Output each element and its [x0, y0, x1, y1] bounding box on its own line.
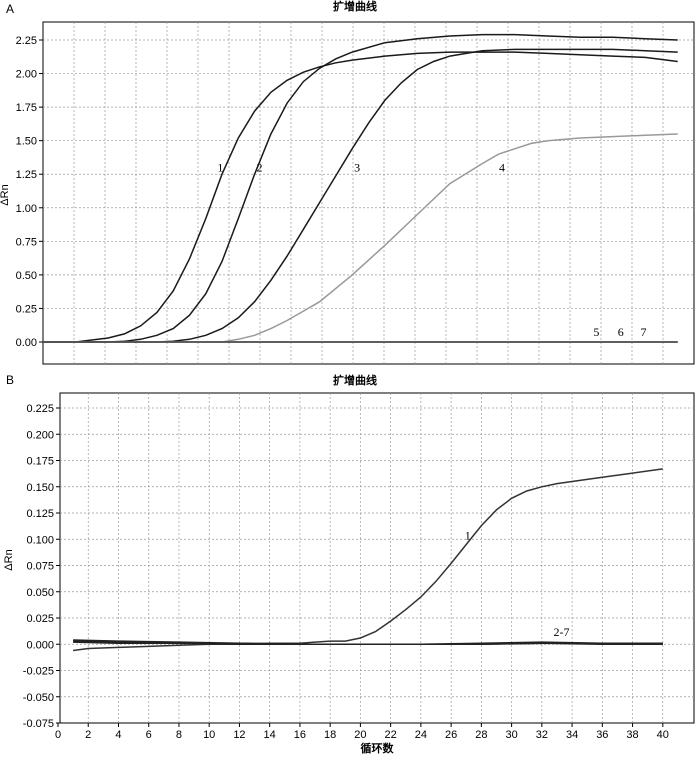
panel-b-series: [73, 468, 663, 652]
y-tick-label: 0.025: [26, 613, 54, 625]
series-line-2-7-3: [73, 641, 663, 646]
y-tick-label: 1.50: [16, 136, 37, 148]
curve-label-1: 1: [217, 161, 223, 175]
x-tick-label: 12: [233, 729, 245, 741]
y-tick-label: 0.075: [26, 561, 54, 573]
curve-label-1: 1: [465, 528, 471, 542]
y-tick-label: 0.175: [26, 456, 54, 468]
series-line-1: [43, 51, 678, 343]
x-tick-label: 0: [55, 729, 61, 741]
panel-a-y-ticks: 0.00 0.25 0.50 0.75 1.00 1.25 1.50 1.75 2.00 2.25: [16, 35, 43, 349]
series-line-4: [221, 133, 678, 343]
y-tick-label: -0.025: [23, 666, 54, 678]
panel-b-title: 扩增曲线: [333, 373, 377, 387]
y-tick-label: 0.150: [26, 482, 54, 494]
panel-b-x-axis-label: 循环数: [361, 741, 395, 755]
x-tick-label: 2: [85, 729, 91, 741]
series-line-2: [43, 33, 678, 343]
y-tick-label: 0.125: [26, 508, 54, 520]
x-tick-label: 38: [626, 729, 638, 741]
panel-a-title: 扩增曲线: [333, 0, 377, 13]
y-tick-label: 0.225: [26, 403, 54, 415]
y-tick-label: 1.25: [16, 169, 37, 181]
x-tick-label: 4: [115, 729, 121, 741]
y-tick-label: 0.00: [16, 337, 37, 349]
x-tick-label: 24: [415, 729, 427, 741]
x-tick-label: 16: [294, 729, 306, 741]
panel-b-x-ticks: 0 2 4 6 8 10 12 14 16 18 20 22 24 26 28 30 32 34 36 38 40: [55, 723, 669, 741]
panel-b-plot-area: [59, 392, 695, 724]
x-tick-label: 34: [566, 729, 578, 741]
y-tick-label: 2.00: [16, 69, 37, 81]
panel-b-label: B: [6, 373, 14, 387]
x-tick-label: 40: [657, 729, 669, 741]
x-tick-label: 18: [324, 729, 336, 741]
y-tick-label: -0.075: [23, 718, 54, 730]
series-line-1: [73, 468, 663, 652]
panel-b: B 扩增曲线 -0.075 -0.050 -0.025 0.000 0.025 0.050…: [3, 373, 695, 755]
panel-b-curve-labels: 1 2-7: [465, 528, 570, 639]
y-tick-label: -0.050: [23, 692, 54, 704]
curve-label-7: 7: [641, 325, 647, 339]
x-tick-label: 28: [475, 729, 487, 741]
y-tick-label: 0.050: [26, 587, 54, 599]
curve-label-2-7: 2-7: [553, 625, 569, 639]
panel-b-grid: [60, 393, 694, 723]
x-tick-label: 26: [445, 729, 457, 741]
x-tick-label: 8: [176, 729, 182, 741]
x-tick-label: 10: [203, 729, 215, 741]
x-tick-label: 6: [146, 729, 152, 741]
curve-label-2: 2: [256, 161, 262, 175]
curve-label-4: 4: [499, 161, 505, 175]
x-tick-label: 36: [596, 729, 608, 741]
panel-a-grid: [43, 22, 694, 364]
x-tick-label: 14: [264, 729, 276, 741]
x-tick-label: 30: [505, 729, 517, 741]
panel-b-y-axis-label: ΔRn: [3, 549, 15, 570]
y-tick-label: 0.200: [26, 429, 54, 441]
series-line-3: [43, 48, 678, 343]
y-tick-label: 0.25: [16, 303, 37, 315]
y-tick-label: 0.100: [26, 534, 54, 546]
y-tick-label: 2.25: [16, 35, 37, 47]
x-tick-label: 32: [536, 729, 548, 741]
y-tick-label: 0.75: [16, 236, 37, 248]
panel-a-curve-labels: 1 2 3 4 5 6 7: [217, 161, 646, 339]
curve-label-6: 6: [618, 325, 624, 339]
y-tick-label: 1.00: [16, 203, 37, 215]
curve-label-3: 3: [354, 161, 360, 175]
panel-a-y-axis-label: ΔRn: [0, 184, 11, 205]
y-tick-label: 0.000: [26, 639, 54, 651]
x-tick-label: 20: [354, 729, 366, 741]
panel-a-plot-area: [42, 21, 695, 365]
y-tick-label: 1.75: [16, 102, 37, 114]
panel-a: A 扩增曲线 0.00 0.25 0.50 0.75 1.00 1.25 1.50 1.75 2…: [0, 0, 695, 365]
curve-label-5: 5: [593, 325, 599, 339]
panel-a-label: A: [6, 2, 14, 16]
panel-a-series: [43, 33, 678, 343]
y-tick-label: 0.50: [16, 270, 37, 282]
x-tick-label: 22: [385, 729, 397, 741]
panel-b-y-ticks: -0.075 -0.050 -0.025 0.000 0.025 0.050 0.075 0.…: [23, 403, 60, 730]
